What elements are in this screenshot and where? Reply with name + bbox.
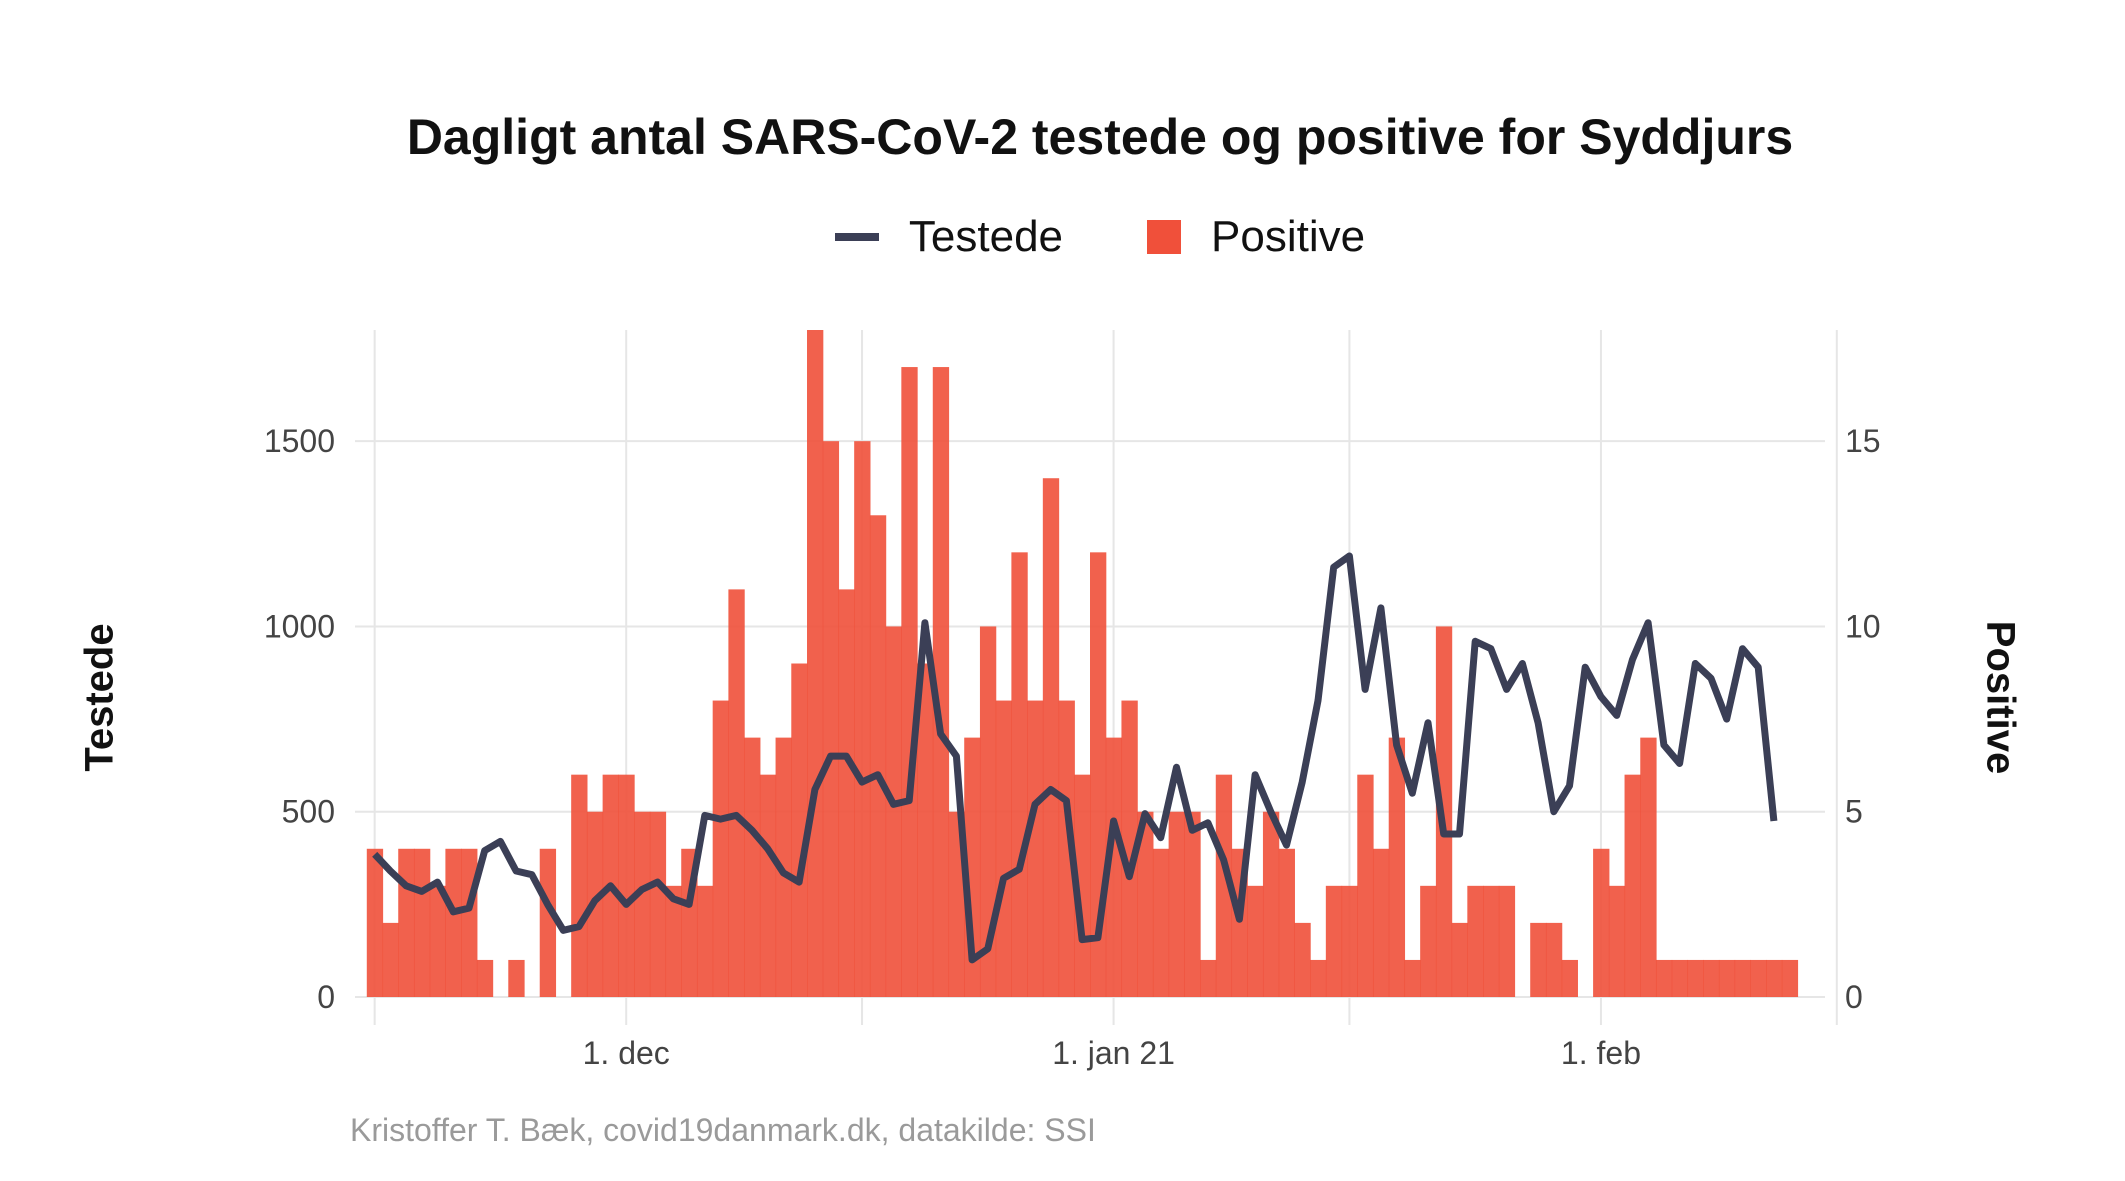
bar-positive xyxy=(1734,959,1751,997)
legend-line-swatch xyxy=(834,233,879,241)
bar-positive xyxy=(1341,885,1358,997)
bar-positive xyxy=(1781,959,1799,997)
bar-positive xyxy=(1404,959,1421,997)
x-tick-label: 1. jan 21 xyxy=(1052,1035,1175,1071)
bar-positive xyxy=(1624,774,1641,997)
y-right-tick-label: 15 xyxy=(1845,423,1881,459)
bar-positive xyxy=(822,441,840,998)
bar-positive xyxy=(1750,959,1767,997)
bar-positive xyxy=(1451,922,1468,997)
bar-positive xyxy=(1687,959,1704,997)
y-right-tick-label: 10 xyxy=(1845,608,1881,644)
bar-positive xyxy=(791,663,808,997)
bar-positive xyxy=(1671,959,1689,997)
bar-positive xyxy=(885,626,902,997)
bar-positive xyxy=(1483,885,1500,997)
bar-positive xyxy=(1168,811,1185,997)
bar-positive xyxy=(366,848,384,997)
bar-positive xyxy=(649,811,667,997)
line-testede xyxy=(372,552,1778,964)
bar-positive xyxy=(979,626,997,997)
x-tick-label: 1. dec xyxy=(583,1035,670,1071)
y-right-tick-label: 5 xyxy=(1845,794,1863,830)
legend-item-positive: Positive xyxy=(1147,212,1365,262)
bar-positive xyxy=(1420,885,1437,997)
bar-positive xyxy=(1137,811,1154,997)
bar-positive xyxy=(1498,885,1516,997)
bar-positive xyxy=(539,848,557,997)
bar-positive xyxy=(1121,700,1138,997)
bar-positive xyxy=(901,367,918,997)
bar-positive xyxy=(1200,959,1217,997)
bar-positive xyxy=(1388,737,1406,997)
bar-positive xyxy=(461,848,478,997)
y-left-tick-label: 500 xyxy=(282,794,335,830)
bar-positive xyxy=(413,848,431,997)
bar-positive xyxy=(1357,774,1374,997)
bar-positive xyxy=(634,811,651,997)
bar-positive xyxy=(854,441,871,998)
bar-positive xyxy=(1310,959,1327,997)
legend-item-testede: Testede xyxy=(834,212,1064,262)
bar-positive xyxy=(1042,478,1060,997)
bar-positive xyxy=(445,848,462,997)
bar-positive xyxy=(759,774,777,997)
legend-label-testede: Testede xyxy=(908,212,1064,261)
chart-title: Dagligt antal SARS-CoV-2 testede og posi… xyxy=(406,109,1794,165)
legend: Testede Positive xyxy=(0,212,2125,262)
bar-positive xyxy=(932,367,950,997)
bar-positive xyxy=(869,515,887,997)
bar-positive xyxy=(1058,700,1075,997)
bar-positive xyxy=(429,885,447,997)
legend-label-positive: Positive xyxy=(1211,212,1366,261)
bar-positive xyxy=(1105,737,1123,997)
bar-positive xyxy=(696,885,714,997)
bar-positive xyxy=(1011,552,1028,997)
bar-positive xyxy=(995,700,1012,997)
bar-positive xyxy=(476,959,494,997)
bar-positive xyxy=(1561,959,1578,997)
bar-positive xyxy=(1608,885,1626,997)
bar-positive xyxy=(508,959,525,997)
bar-positive xyxy=(1467,885,1484,997)
bar-positive xyxy=(1215,774,1233,997)
bar-positive xyxy=(1372,848,1390,997)
bar-positive xyxy=(807,330,824,997)
bar-positive xyxy=(571,774,588,997)
y-right-tick-label: 0 xyxy=(1845,979,1863,1015)
bar-positive xyxy=(1655,959,1673,997)
bar-positive xyxy=(917,663,934,997)
bar-positive xyxy=(728,589,745,997)
bar-positive xyxy=(1247,885,1264,997)
bar-positive xyxy=(1766,959,1783,997)
bar-positive xyxy=(1152,848,1170,997)
bar-positive xyxy=(744,737,761,997)
bar-positive xyxy=(618,774,635,997)
bar-positive xyxy=(1718,959,1736,997)
y-left-tick-label: 1000 xyxy=(264,608,335,644)
legend-bar-swatch xyxy=(1147,220,1182,254)
bar-positive xyxy=(1325,885,1343,997)
chart-caption: Kristoffer T. Bæk, covid19danmark.dk, da… xyxy=(350,1112,1096,1148)
bar-positive xyxy=(1027,700,1044,997)
bar-positive xyxy=(1593,848,1610,997)
bar-positive xyxy=(398,848,415,997)
bar-positive xyxy=(1530,922,1547,997)
y-left-tick-label: 1500 xyxy=(264,423,335,459)
bar-positive xyxy=(838,589,855,997)
bar-positive xyxy=(1184,811,1201,997)
x-tick-label: 1. feb xyxy=(1561,1035,1641,1071)
bar-positive xyxy=(1640,737,1657,997)
bar-positive xyxy=(712,700,729,997)
bar-positive xyxy=(1278,848,1295,997)
y-left-tick-label: 0 xyxy=(317,979,335,1015)
bar-positive xyxy=(665,885,682,997)
bar-positive xyxy=(1703,959,1720,997)
bar-positive xyxy=(1294,922,1311,997)
bar-positive xyxy=(1262,811,1280,997)
bar-positive xyxy=(382,922,399,997)
bar-positive xyxy=(1545,922,1563,997)
